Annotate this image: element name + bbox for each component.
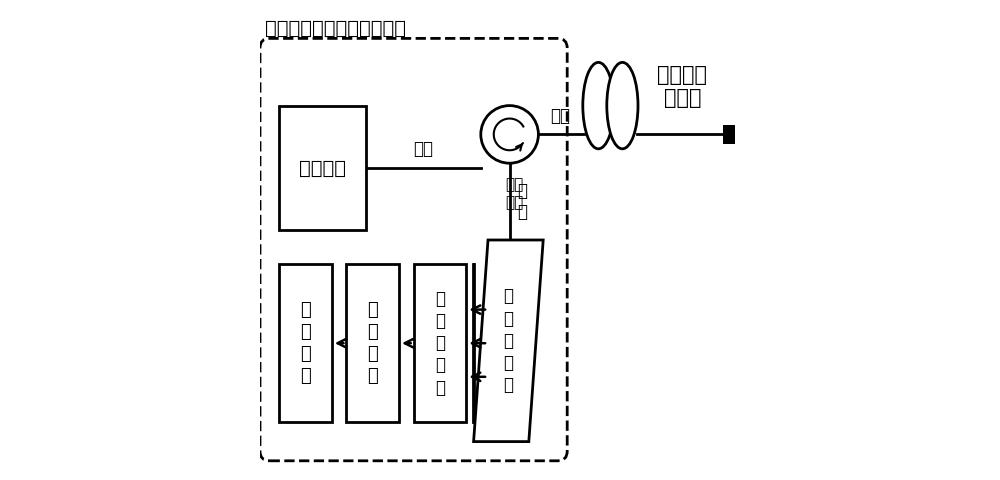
Text: 解
调
计
算: 解 调 计 算 <box>300 301 311 385</box>
Text: 波
分
复
用
器: 波 分 复 用 器 <box>503 288 513 394</box>
Text: 高
速
采
集: 高 速 采 集 <box>367 301 378 385</box>
Text: 宽带光源: 宽带光源 <box>299 158 346 178</box>
Text: 光纤: 光纤 <box>413 140 433 158</box>
Text: 光
电
探
测
组: 光 电 探 测 组 <box>435 290 445 396</box>
FancyBboxPatch shape <box>414 264 466 422</box>
Ellipse shape <box>607 62 638 149</box>
Text: 光环
形器: 光环 形器 <box>505 178 524 210</box>
Circle shape <box>481 106 538 163</box>
Text: 少光谱采样点高速测量系统: 少光谱采样点高速测量系统 <box>265 19 406 38</box>
Text: 光纤: 光纤 <box>550 107 570 125</box>
Text: 光
纤: 光 纤 <box>517 182 527 221</box>
Text: 光纤法珀
传感器: 光纤法珀 传感器 <box>657 65 707 108</box>
Ellipse shape <box>583 62 614 149</box>
FancyBboxPatch shape <box>346 264 399 422</box>
FancyBboxPatch shape <box>279 106 366 230</box>
FancyBboxPatch shape <box>279 264 332 422</box>
Polygon shape <box>474 240 543 442</box>
FancyBboxPatch shape <box>723 125 735 144</box>
